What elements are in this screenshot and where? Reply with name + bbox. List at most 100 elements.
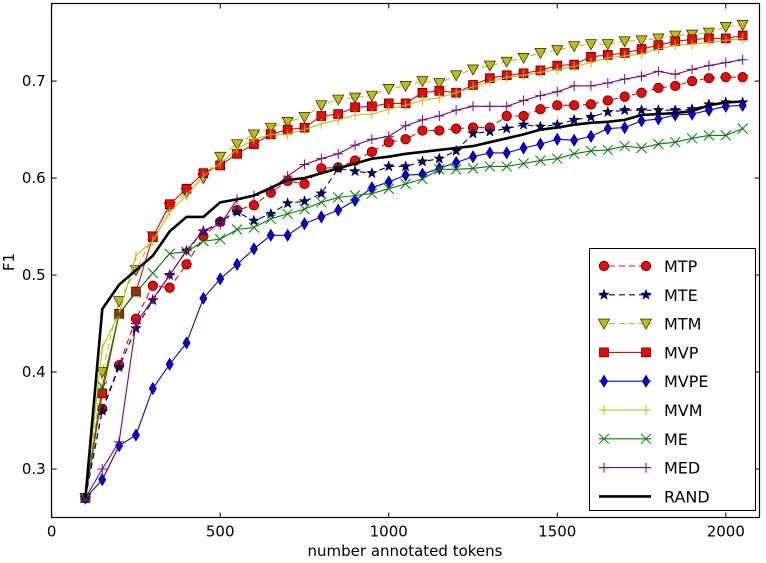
data-point-mtm	[332, 94, 345, 106]
data-point-mvpe	[300, 217, 309, 231]
data-point-mvpe	[233, 257, 242, 271]
data-point-me	[484, 161, 496, 172]
data-point-mtm	[517, 53, 530, 64]
data-point-me	[282, 208, 293, 220]
data-point-mte	[113, 360, 126, 373]
data-point-me	[265, 213, 277, 225]
legend-entry-rand: RAND	[599, 487, 710, 506]
data-point-mvpe	[182, 336, 191, 350]
data-point-mvpe	[654, 112, 663, 126]
data-point-mtp	[686, 75, 698, 87]
data-point-mtm	[500, 56, 513, 68]
data-point-mtm	[349, 92, 362, 104]
data-point-mtm	[584, 39, 597, 51]
data-point-me	[636, 142, 647, 154]
data-point-mvpe	[283, 228, 292, 242]
data-point-mtp	[417, 125, 428, 136]
x-tick-label: 1500	[538, 523, 576, 541]
data-point-mtm	[450, 70, 463, 82]
data-point-mte	[382, 160, 395, 172]
data-point-mtm	[433, 78, 446, 90]
data-point-med	[687, 64, 698, 75]
data-point-mtm	[719, 21, 732, 33]
data-point-me	[315, 196, 327, 208]
data-point-med	[518, 95, 529, 106]
data-point-me	[383, 183, 395, 195]
data-point-med	[501, 101, 512, 112]
ticks-layer: 0 500 1000 1500 2000 0.3 0.4 0.5 0.6 0.7	[22, 3, 760, 541]
x-tick-label: 2000	[707, 523, 745, 541]
data-point-mte	[365, 166, 378, 179]
data-point-mvpe	[148, 381, 157, 396]
data-point-med	[653, 66, 664, 77]
legend-marker	[599, 347, 609, 358]
data-point-med	[147, 294, 158, 305]
legend-entry-mtm: MTM	[597, 315, 701, 334]
data-point-med	[737, 54, 748, 65]
y-tick-label: 0.7	[22, 72, 46, 90]
data-point-mtp	[585, 99, 597, 110]
y-tick-label: 0.3	[22, 460, 46, 478]
data-point-mvpe	[216, 272, 225, 286]
data-point-me	[602, 144, 614, 156]
data-point-mtm	[416, 76, 429, 88]
data-point-med	[484, 101, 495, 112]
data-point-mte	[281, 197, 294, 209]
data-point-mvpe	[469, 150, 477, 164]
legend-marker	[599, 462, 609, 473]
data-point-mtp	[720, 72, 731, 83]
data-point-me	[231, 224, 243, 235]
legend-marker	[600, 374, 608, 388]
data-point-med	[720, 57, 731, 68]
data-point-mvpe	[603, 122, 612, 136]
data-point-me	[147, 267, 159, 279]
data-point-mvpe	[502, 146, 511, 160]
data-point-med	[130, 318, 141, 329]
data-point-mvpe	[334, 203, 343, 217]
data-point-mte	[433, 152, 446, 164]
data-point-med	[602, 78, 613, 89]
data-point-mvpe	[587, 129, 595, 143]
y-tick-label: 0.5	[22, 266, 46, 284]
series-line-rand	[84, 100, 743, 499]
data-point-mvpe	[249, 242, 258, 256]
data-point-me	[467, 163, 479, 174]
data-point-mtp	[535, 104, 546, 115]
data-point-mtp	[434, 125, 445, 136]
data-point-mvpe	[485, 146, 494, 160]
series-line-mvpe	[84, 104, 743, 499]
data-point-mvpe	[317, 210, 326, 224]
legend-label: MTP	[664, 257, 698, 276]
data-point-mte	[96, 404, 109, 416]
data-point-mtp	[147, 280, 158, 291]
x-axis-label: number annotated tokens	[308, 542, 503, 559]
data-point-mtm	[736, 20, 749, 31]
data-point-mtm	[669, 30, 682, 42]
legend-entry-mtp: MTP	[598, 257, 698, 276]
series-me	[80, 123, 749, 504]
data-point-mte	[264, 207, 277, 220]
data-point-mvpe	[367, 181, 376, 195]
data-point-mtm	[467, 64, 480, 76]
legend-marker	[640, 433, 652, 445]
legend-entry-me: ME	[598, 430, 688, 449]
data-point-me	[518, 158, 529, 169]
data-point-mtm	[534, 48, 547, 60]
legend-label: MED	[664, 459, 700, 478]
x-tick-label: 1000	[370, 523, 408, 541]
data-point-mtm	[551, 45, 564, 57]
data-point-me	[653, 138, 664, 150]
data-point-mte	[349, 165, 362, 177]
data-point-med	[400, 120, 411, 131]
data-point-me	[400, 178, 411, 190]
data-point-mtm	[281, 117, 294, 128]
data-point-med	[366, 134, 377, 145]
data-point-me	[535, 155, 546, 166]
series-line-me	[84, 128, 743, 499]
data-point-mtm	[399, 81, 412, 93]
data-point-mtp	[164, 282, 175, 293]
legend-label: MTE	[664, 286, 698, 305]
data-point-med	[198, 225, 209, 236]
data-point-med	[636, 71, 647, 82]
data-point-me	[720, 130, 732, 141]
